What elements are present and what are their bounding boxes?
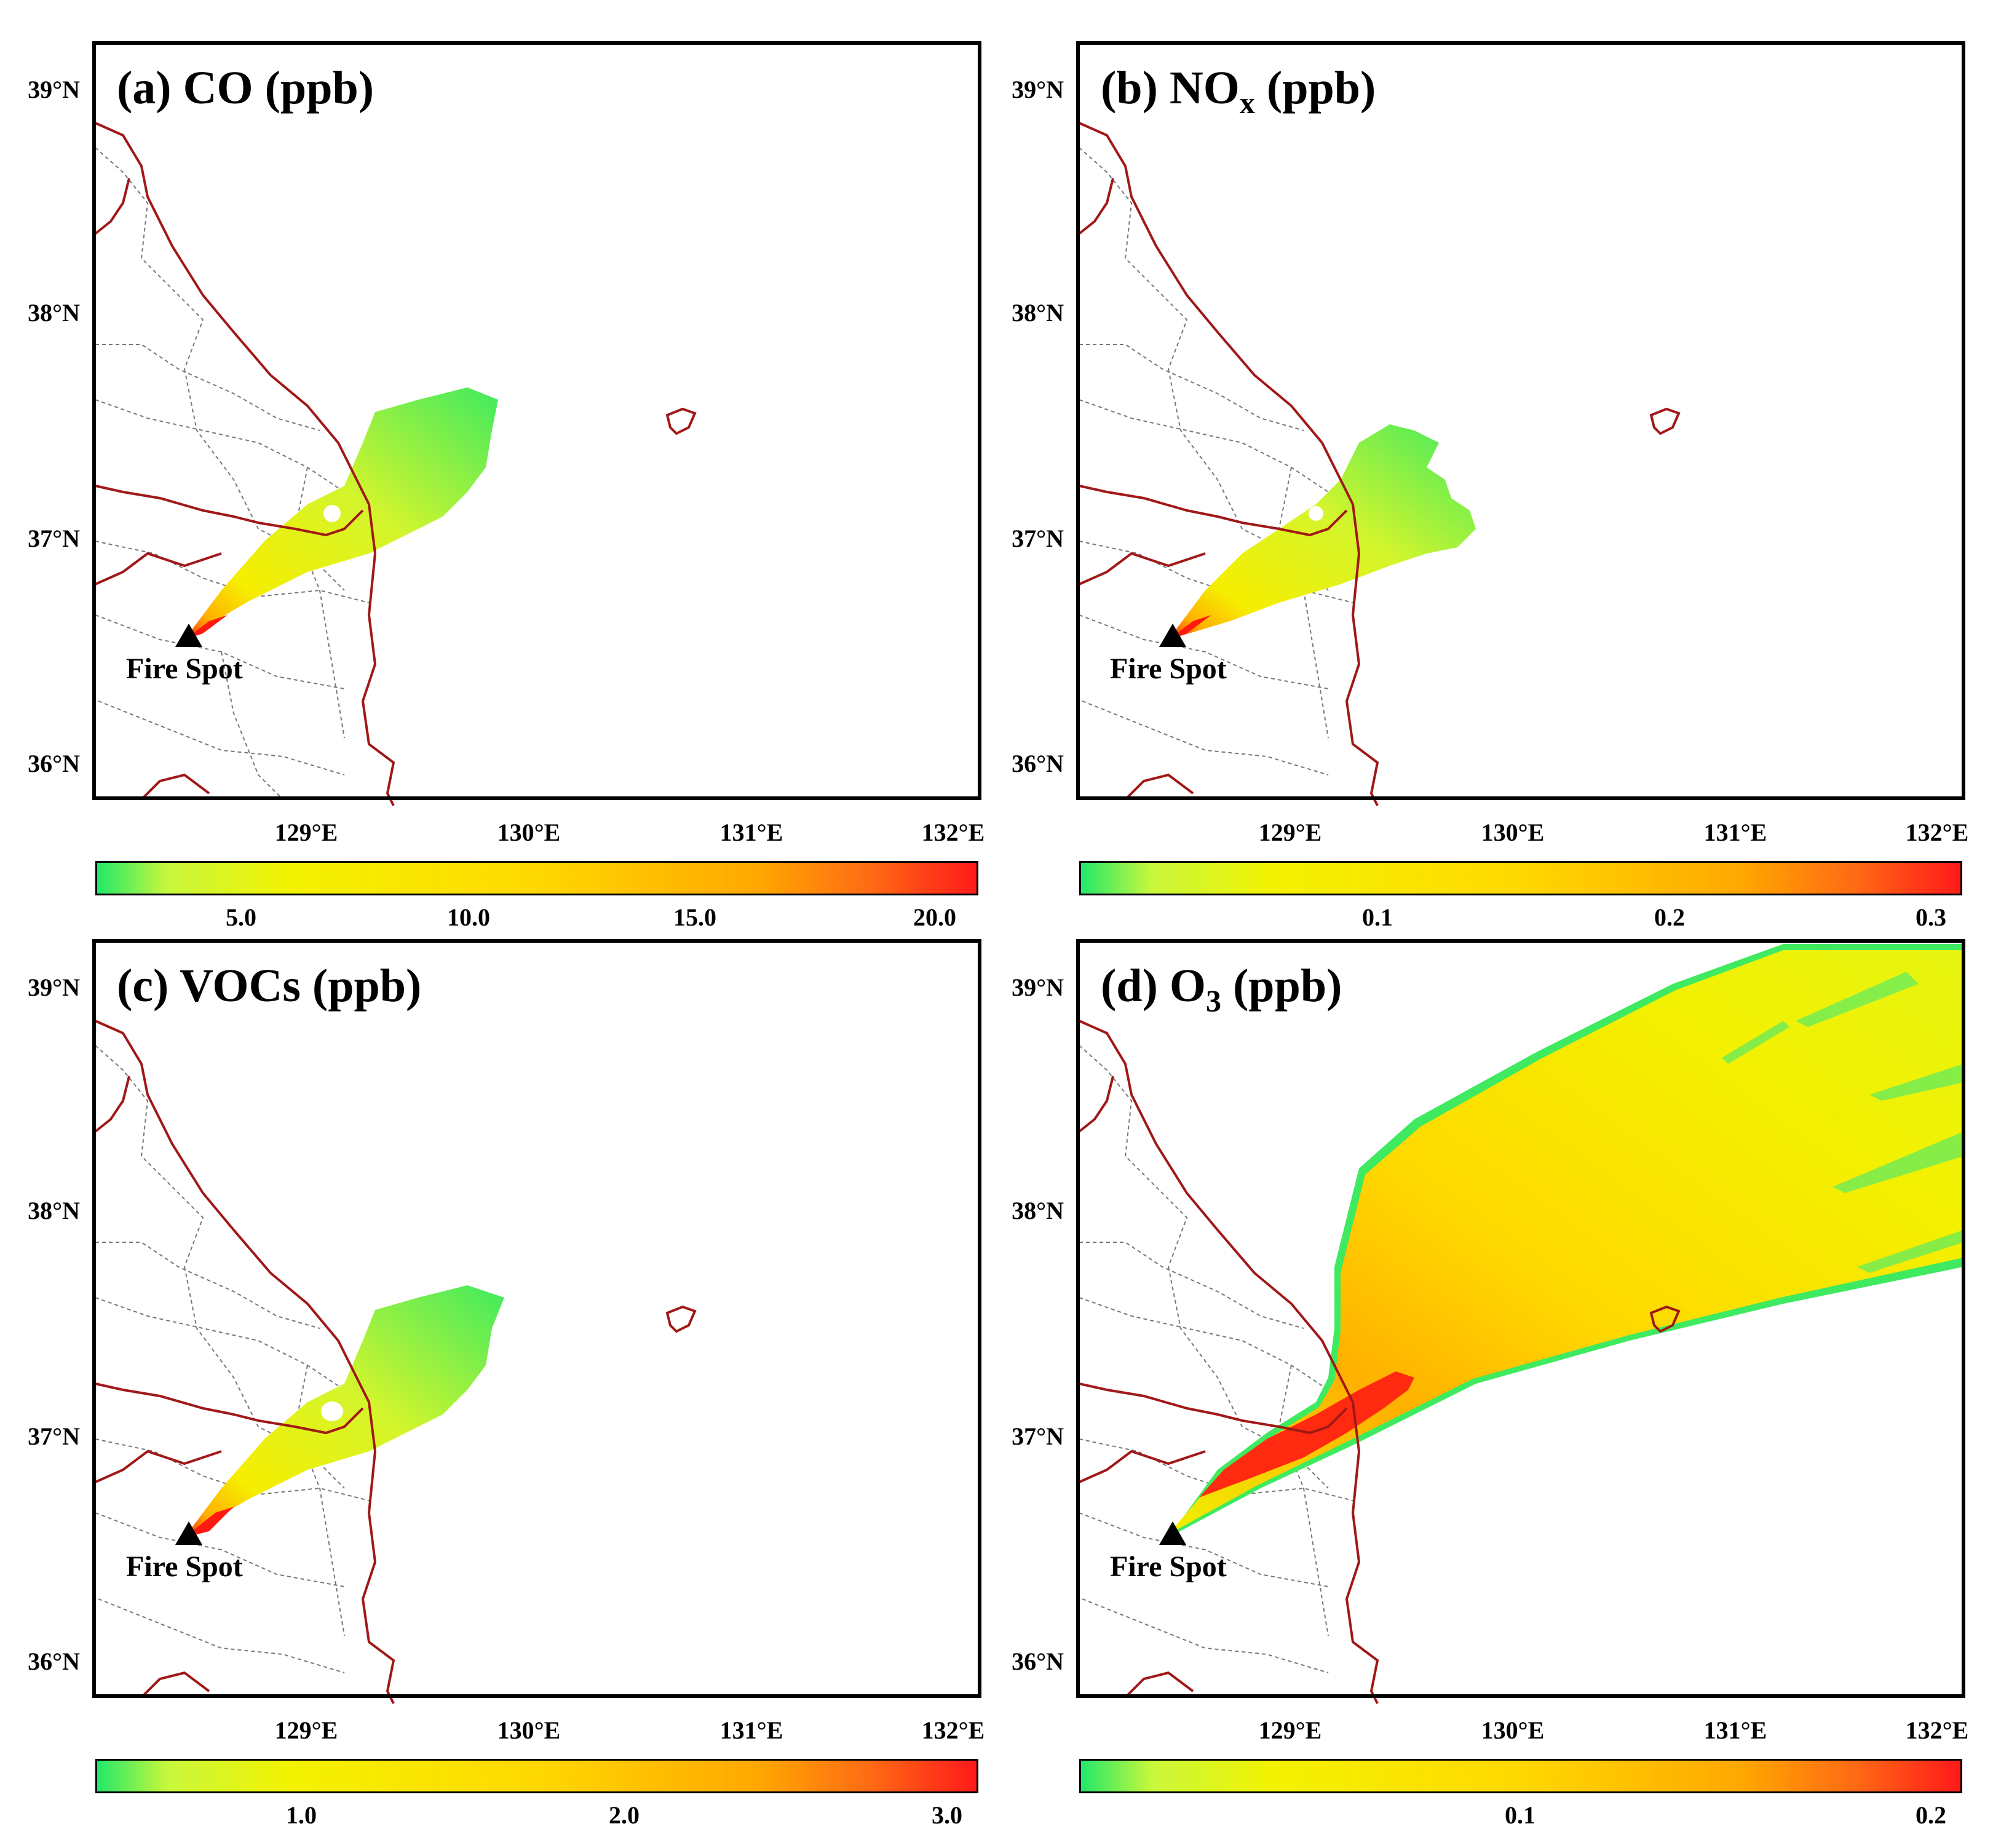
fire-spot-marker bbox=[1159, 1521, 1186, 1545]
colorbar-tick: 0.2 bbox=[1916, 1801, 1946, 1829]
lat-label: 36°N bbox=[1012, 750, 1064, 777]
colorbar-tick: 0.3 bbox=[1916, 903, 1946, 931]
island bbox=[665, 407, 697, 435]
lon-label: 132°E bbox=[1905, 1716, 1969, 1744]
fire-spot-marker bbox=[175, 624, 202, 647]
colorbar bbox=[1079, 1759, 1962, 1793]
panel-co: (a) CO (ppb) 39°N 38°N 37°N 36°N 129°E 1… bbox=[0, 0, 985, 931]
island bbox=[1649, 407, 1681, 435]
lat-label: 39°N bbox=[1012, 76, 1064, 103]
lat-label: 38°N bbox=[28, 299, 80, 327]
map-frame bbox=[92, 939, 981, 1698]
colorbar-tick: 2.0 bbox=[609, 1801, 640, 1829]
fire-spot-label: Fire Spot bbox=[126, 652, 243, 685]
fire-spot-marker bbox=[1159, 624, 1186, 647]
colorbar-tick: 5.0 bbox=[226, 903, 256, 931]
lat-label: 36°N bbox=[28, 750, 80, 777]
fire-spot-label: Fire Spot bbox=[1110, 652, 1227, 685]
lon-label: 131°E bbox=[1703, 1716, 1767, 1744]
coastline bbox=[1079, 1020, 1379, 1704]
colorbar-tick: 1.0 bbox=[286, 1801, 317, 1829]
fire-spot-label: Fire Spot bbox=[126, 1550, 243, 1583]
map-co bbox=[92, 41, 981, 806]
lat-label: 38°N bbox=[1012, 1197, 1064, 1224]
lat-label: 39°N bbox=[28, 76, 80, 103]
lat-label: 39°N bbox=[1012, 974, 1064, 1001]
co-plume bbox=[184, 387, 498, 640]
map-nox bbox=[1076, 41, 1965, 806]
coastline bbox=[95, 122, 395, 806]
colorbar bbox=[95, 1759, 978, 1793]
lat-label: 37°N bbox=[1012, 1422, 1064, 1450]
map-o3 bbox=[1076, 939, 1965, 1704]
fire-spot-label: Fire Spot bbox=[1110, 1550, 1227, 1583]
lon-label: 130°E bbox=[497, 1716, 561, 1744]
lon-label: 131°E bbox=[719, 1716, 783, 1744]
panel-title: (a) CO (ppb) bbox=[117, 62, 374, 114]
coastline bbox=[1079, 122, 1379, 806]
lon-label: 129°E bbox=[274, 1716, 338, 1744]
colorbar-tick: 15.0 bbox=[673, 903, 716, 931]
vocs-plume bbox=[184, 1285, 504, 1537]
map-frame bbox=[92, 41, 981, 800]
admin-boundaries bbox=[95, 147, 370, 800]
o3-hotspot bbox=[1199, 1371, 1414, 1497]
lon-label: 129°E bbox=[1258, 1716, 1322, 1744]
panel-nox: (b) NOx (ppb) 39°N 38°N 37°N 36°N 129°E … bbox=[984, 0, 1968, 931]
fire-spot-marker bbox=[175, 1521, 202, 1545]
lon-label: 129°E bbox=[274, 819, 338, 846]
colorbar-tick: 10.0 bbox=[447, 903, 490, 931]
colorbar-tick: 0.1 bbox=[1505, 1801, 1535, 1829]
panel-vocs: (c) VOCs (ppb) 39°N 38°N 37°N 36°N 129°E… bbox=[0, 898, 985, 1829]
lat-label: 37°N bbox=[28, 525, 80, 552]
map-frame bbox=[1076, 41, 1965, 800]
panel-title: (d) O3 (ppb) bbox=[1101, 960, 1342, 1018]
lon-label: 130°E bbox=[1481, 819, 1545, 846]
map-frame bbox=[1076, 939, 1965, 1698]
lon-label: 130°E bbox=[1481, 1716, 1545, 1744]
lon-label: 130°E bbox=[497, 819, 561, 846]
colorbar-tick: 0.1 bbox=[1362, 903, 1393, 931]
lat-label: 39°N bbox=[28, 974, 80, 1001]
panel-title: (b) NOx (ppb) bbox=[1101, 62, 1376, 121]
colorbar-tick: 3.0 bbox=[932, 1801, 962, 1829]
colorbar bbox=[1079, 861, 1962, 895]
lat-label: 36°N bbox=[28, 1648, 80, 1675]
panel-title: (c) VOCs (ppb) bbox=[117, 960, 422, 1012]
lat-label: 37°N bbox=[28, 1422, 80, 1450]
map-vocs bbox=[92, 939, 981, 1704]
lon-label: 131°E bbox=[719, 819, 783, 846]
coastline bbox=[95, 1020, 395, 1704]
lon-label: 132°E bbox=[921, 819, 985, 846]
lon-label: 129°E bbox=[1258, 819, 1322, 846]
lon-label: 132°E bbox=[1905, 819, 1969, 846]
colorbar-tick: 20.0 bbox=[913, 903, 956, 931]
lon-label: 132°E bbox=[921, 1716, 985, 1744]
colorbar-tick: 0.2 bbox=[1654, 903, 1685, 931]
island bbox=[1649, 1305, 1681, 1333]
lat-label: 38°N bbox=[28, 1197, 80, 1224]
colorbar bbox=[95, 861, 978, 895]
lon-label: 131°E bbox=[1703, 819, 1767, 846]
lat-label: 38°N bbox=[1012, 299, 1064, 327]
island bbox=[665, 1305, 697, 1333]
lat-label: 37°N bbox=[1012, 525, 1064, 552]
panel-o3: (d) O3 (ppb) 39°N 38°N 37°N 36°N 129°E 1… bbox=[984, 898, 1968, 1829]
o3-streaks bbox=[1722, 972, 1963, 1273]
lat-label: 36°N bbox=[1012, 1648, 1064, 1675]
